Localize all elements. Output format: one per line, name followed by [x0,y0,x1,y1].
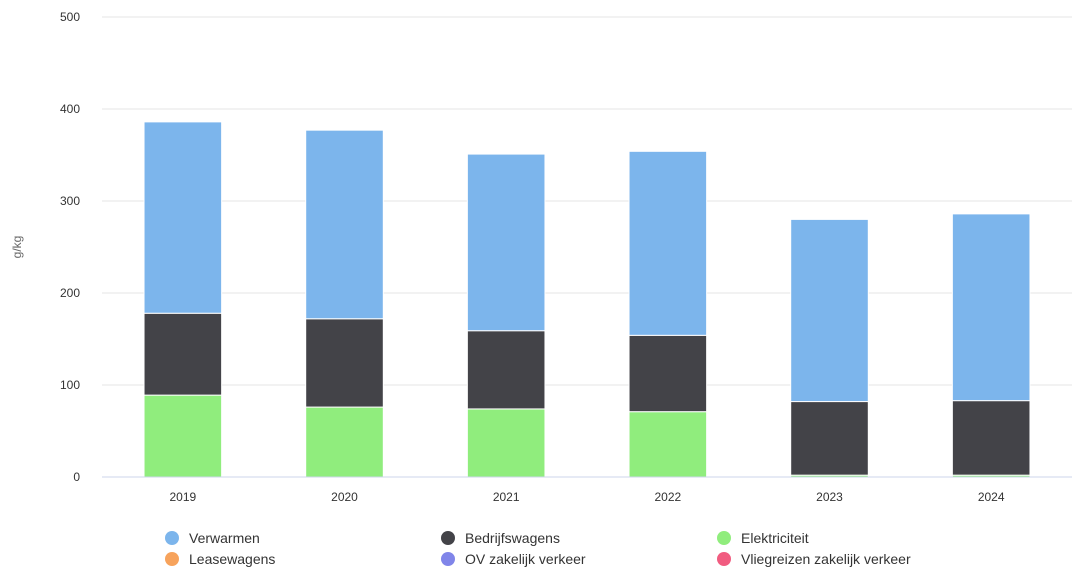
bar-segment-bedrijfswagens-2023[interactable] [790,401,869,476]
bar-segment-verwarmen-2023[interactable] [790,218,869,403]
bar-segment-elektriciteit-2021[interactable] [466,408,546,478]
bar-segment-bedrijfswagens-2024[interactable] [951,400,1031,476]
x-tick-label: 2020 [331,490,358,504]
legend-item-elektriciteit[interactable]: Elektriciteit [717,530,809,546]
legend-label: Verwarmen [189,530,260,546]
y-axis-ticks: 0 100 200 300 400 500 [60,10,80,484]
bar-segment-verwarmen-2019[interactable] [143,121,223,314]
legend-item-bedrijfswagens[interactable]: Bedrijfswagens [441,530,560,546]
y-tick-label: 200 [60,286,80,300]
legend-label: OV zakelijk verkeer [465,551,586,567]
bar-segment-verwarmen-2021[interactable] [466,153,546,332]
y-tick-label: 300 [60,194,80,208]
legend-marker [717,552,731,566]
legend-item-verwarmen[interactable]: Verwarmen [165,530,260,546]
legend-item-ov-zakelijk-verkeer[interactable]: OV zakelijk verkeer [441,551,586,567]
bar-segment-bedrijfswagens-2022[interactable] [628,334,708,413]
bar-segment-verwarmen-2024[interactable] [951,213,1031,402]
bar-segment-elektriciteit-2020[interactable] [305,406,384,478]
bar-segment-elektriciteit-2022[interactable] [628,411,708,478]
y-tick-label: 400 [60,102,80,116]
grid-lines [102,16,1072,386]
legend-item-leasewagens[interactable]: Leasewagens [165,551,275,567]
x-axis-ticks: 2019 2020 2021 2022 2023 2024 [169,490,1004,504]
bar-segment-verwarmen-2020[interactable] [305,129,384,320]
legend: Verwarmen Bedrijfswagens Elektriciteit Leas… [165,530,911,567]
bar-segment-bedrijfswagens-2020[interactable] [305,318,384,408]
legend-marker [165,552,179,566]
x-tick-label: 2022 [654,490,681,504]
legend-marker [441,552,455,566]
legend-marker [717,531,731,545]
y-tick-label: 500 [60,10,80,24]
bar-segment-bedrijfswagens-2019[interactable] [143,312,223,396]
legend-marker [441,531,455,545]
legend-label: Leasewagens [189,551,275,567]
y-tick-label: 0 [73,470,80,484]
bar-segment-verwarmen-2022[interactable] [628,150,708,336]
y-tick-label: 100 [60,378,80,392]
x-tick-label: 2021 [493,490,520,504]
x-tick-label: 2019 [169,490,196,504]
bars [143,121,1031,478]
legend-label: Bedrijfswagens [465,530,560,546]
x-tick-label: 2024 [978,490,1005,504]
legend-label: Vliegreizen zakelijk verkeer [741,551,911,567]
legend-label: Elektriciteit [741,530,809,546]
x-tick-label: 2023 [816,490,843,504]
y-axis-label: g/kg [10,236,24,259]
legend-item-vliegreizen-zakelijk-verkeer[interactable]: Vliegreizen zakelijk verkeer [717,551,911,567]
bar-segment-elektriciteit-2019[interactable] [143,394,223,478]
legend-marker [165,531,179,545]
bar-segment-bedrijfswagens-2021[interactable] [466,330,546,410]
